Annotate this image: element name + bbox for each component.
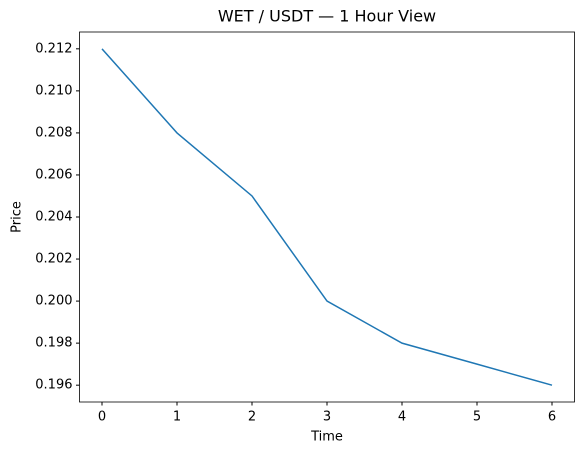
x-tick-label: 6 bbox=[548, 410, 556, 425]
y-tick-label: 0.204 bbox=[35, 210, 72, 225]
y-tick-label: 0.198 bbox=[35, 336, 72, 351]
y-tick-label: 0.200 bbox=[35, 294, 72, 309]
y-tick-label: 0.208 bbox=[35, 125, 72, 140]
x-tick-label: 0 bbox=[98, 410, 106, 425]
y-tick-label: 0.196 bbox=[35, 378, 72, 393]
x-tick-label: 3 bbox=[323, 410, 331, 425]
x-axis-label: Time bbox=[310, 430, 343, 445]
x-tick-label: 2 bbox=[248, 410, 256, 425]
y-tick-label: 0.206 bbox=[35, 167, 72, 182]
x-tick-label: 1 bbox=[173, 410, 181, 425]
line-series bbox=[101, 48, 553, 386]
x-tick-label: 5 bbox=[473, 410, 481, 425]
x-tick-label: 4 bbox=[398, 410, 406, 425]
plot-frame bbox=[79, 31, 575, 403]
y-tick-label: 0.202 bbox=[35, 252, 72, 267]
y-axis-label: Price bbox=[10, 201, 25, 233]
y-tick-label: 0.212 bbox=[35, 41, 72, 56]
y-tick-label: 0.210 bbox=[35, 83, 72, 98]
chart-title: WET / USDT — 1 Hour View bbox=[218, 7, 436, 26]
